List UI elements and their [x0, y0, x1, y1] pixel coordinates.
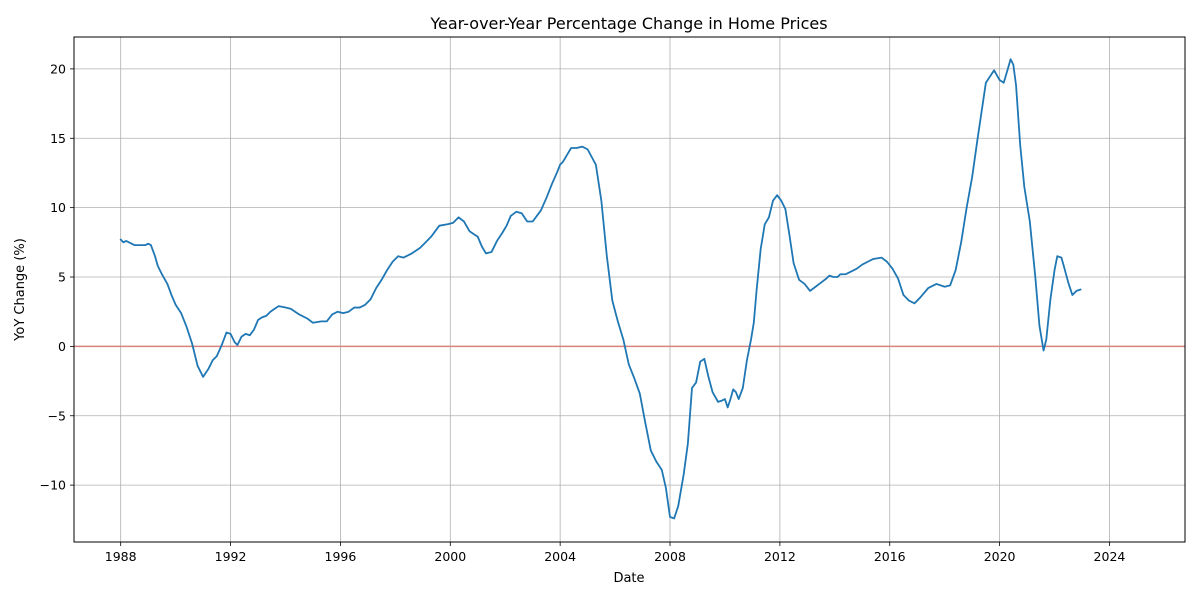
- x-tick-label: 2000: [434, 549, 466, 564]
- y-axis-label: YoY Change (%): [13, 238, 28, 342]
- y-tick-label: 10: [50, 200, 66, 215]
- x-tick-label: 2004: [544, 549, 576, 564]
- x-tick-label: 1996: [325, 549, 357, 564]
- x-tick-label: 2008: [654, 549, 686, 564]
- x-axis-label: Date: [613, 571, 644, 586]
- x-tick-label: 1988: [105, 549, 137, 564]
- ticks: 1988 1992 1996 2000 2004 2008 2012 2016 2020 2024…: [40, 61, 1126, 564]
- y-tick-label: 5: [58, 270, 66, 285]
- x-tick-label: 2020: [984, 549, 1016, 564]
- x-tick-label: 2024: [1094, 549, 1126, 564]
- chart-title: Year-over-Year Percentage Change in Home…: [429, 14, 827, 33]
- y-tick-label: 15: [50, 131, 66, 146]
- plot-frame: [73, 36, 1186, 543]
- x-tick-label: 1992: [215, 549, 247, 564]
- y-tick-label: 20: [50, 61, 66, 76]
- y-tick-label: −10: [40, 478, 66, 493]
- y-tick-label: 0: [58, 339, 66, 354]
- series-line-yoy-change: [119, 58, 1082, 520]
- x-tick-label: 2012: [764, 549, 796, 564]
- x-tick-label: 2016: [874, 549, 906, 564]
- y-tick-label: −5: [48, 408, 66, 423]
